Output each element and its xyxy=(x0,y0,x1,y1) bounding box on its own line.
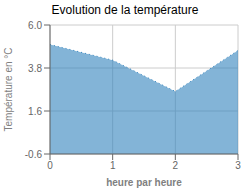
svg-text:1.6: 1.6 xyxy=(28,106,42,117)
svg-text:Température en °C: Température en °C xyxy=(8,47,14,131)
svg-text:heure par heure: heure par heure xyxy=(106,177,182,188)
svg-text:0: 0 xyxy=(47,160,53,171)
html-text:Evolution de la température: Evolution de la température xyxy=(51,3,199,17)
svg-text:2: 2 xyxy=(173,160,179,171)
svg-text:-0.6: -0.6 xyxy=(25,149,43,160)
svg-text:6.0: 6.0 xyxy=(28,20,42,31)
svg-text:3.8: 3.8 xyxy=(28,63,42,74)
svg-text:1: 1 xyxy=(110,160,116,171)
svg-text:3: 3 xyxy=(235,160,241,171)
